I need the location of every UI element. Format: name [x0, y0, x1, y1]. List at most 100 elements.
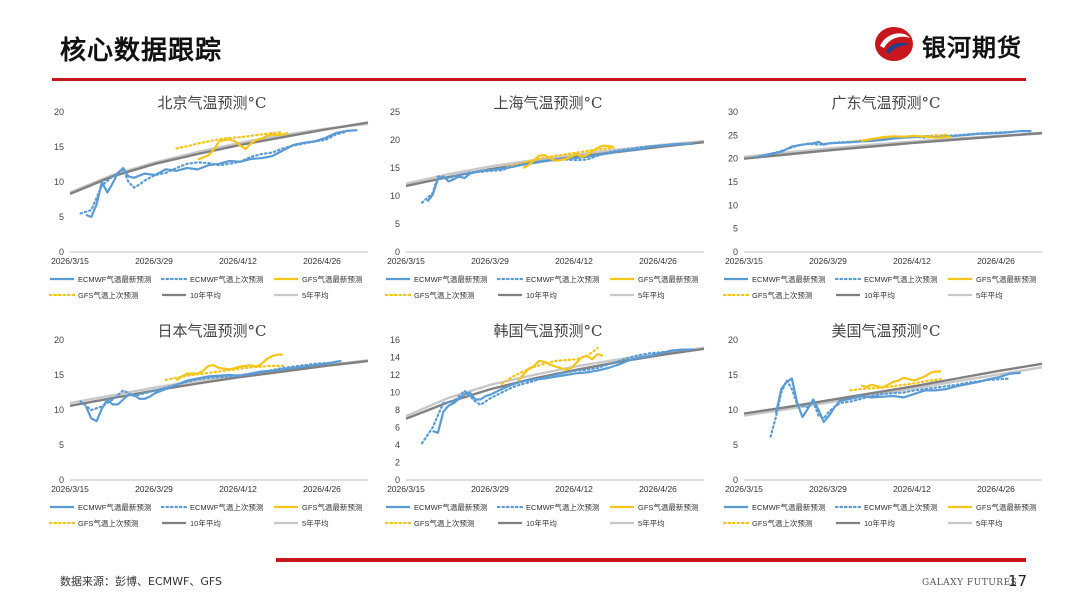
series-line — [69, 122, 369, 194]
legend-label: GFS气温最新预测 — [638, 502, 698, 512]
x-tick-label: 2026/4/26 — [977, 256, 1015, 266]
data-source: 数据来源：彭博、ECMWF、GFS — [60, 575, 222, 588]
y-tick-label: 20 — [728, 335, 738, 345]
legend-label: GFS气温最新预测 — [302, 274, 362, 284]
chart-title: 美国气温预测°C — [831, 322, 941, 340]
x-tick-label: 2026/4/12 — [555, 484, 593, 494]
series-line — [774, 371, 1021, 424]
chart-plot: 0 5 10 15 20 2026/3/15 2026/3/29 2026/4/12 2026/… — [722, 335, 1043, 528]
y-tick-label: 5 — [733, 440, 738, 450]
chart-plot: 0 5 10 15 20 2026/3/15 2026/3/29 2026/4/12 2026/… — [48, 107, 369, 300]
legend-label: GFS气温上次预测 — [752, 518, 812, 528]
legend-label: ECMWF气温最新预测 — [78, 274, 151, 284]
chart-beijing: 北京气温预测°C 0 5 10 15 20 2026/3/15 2026/3/29 2026/… — [42, 88, 382, 316]
y-tick-label: 12 — [390, 370, 400, 380]
y-tick-label: 15 — [54, 370, 64, 380]
galaxy-logo-icon — [875, 27, 913, 61]
x-tick-label: 2026/4/26 — [977, 484, 1015, 494]
legend-label: 5年平均 — [638, 290, 665, 300]
series-line — [175, 353, 283, 382]
y-tick-label: 5 — [395, 219, 400, 229]
chart-shanghai: 上海气温预测°C 0 5 10 15 20 25 2026/3/15 2026/3/29 202… — [378, 88, 718, 316]
legend-label: 10年平均 — [864, 290, 895, 300]
x-tick-label: 2026/4/26 — [639, 484, 677, 494]
chart-plot: 0 5 10 15 20 25 30 2026/3/15 2026/3/29 2026/4/12 2… — [722, 107, 1043, 300]
series-line — [860, 134, 952, 142]
legend-label: 5年平均 — [302, 518, 329, 528]
y-tick-label: 10 — [390, 388, 400, 398]
y-tick-label: 0 — [733, 475, 738, 485]
y-tick-label: 15 — [728, 370, 738, 380]
legend-label: ECMWF气温最新预测 — [414, 274, 487, 284]
chart-title: 北京气温预测°C — [157, 94, 267, 112]
y-tick-label: 0 — [59, 247, 64, 257]
series-line — [175, 131, 284, 150]
y-tick-label: 4 — [395, 440, 400, 450]
y-tick-label: 15 — [54, 142, 64, 152]
brand-name: 银河期货 — [922, 34, 1022, 62]
y-tick-label: 10 — [54, 405, 64, 415]
chart-guangdong: 广东气温预测°C 0 5 10 15 20 25 30 2026/3/15 2026/3/29 2… — [716, 88, 1056, 316]
y-tick-label: 0 — [395, 475, 400, 485]
y-tick-label: 25 — [728, 130, 738, 140]
x-tick-label: 2026/3/15 — [725, 484, 763, 494]
series-line — [743, 366, 1043, 417]
footer-brand: GALAXY FUTURES — [922, 578, 1018, 588]
legend-label: GFS气温最新预测 — [976, 274, 1036, 284]
y-tick-label: 8 — [395, 405, 400, 415]
chart-title: 韩国气温预测°C — [493, 322, 603, 340]
legend-label: 5年平均 — [638, 518, 665, 528]
series-line — [500, 346, 599, 385]
legend-label: 10年平均 — [190, 518, 221, 528]
x-tick-label: 2026/4/12 — [893, 256, 931, 266]
series-line — [69, 359, 369, 407]
y-tick-label: 20 — [728, 154, 738, 164]
series-line — [516, 352, 604, 382]
series-line — [405, 347, 705, 420]
legend-label: GFS气温上次预测 — [752, 290, 812, 300]
chart-title: 上海气温预测°C — [493, 94, 603, 112]
series-line — [743, 362, 1043, 415]
bottom-divider — [276, 558, 1026, 562]
y-tick-label: 10 — [390, 191, 400, 201]
x-tick-label: 2026/3/29 — [135, 484, 173, 494]
y-tick-label: 20 — [54, 107, 64, 117]
series-line — [769, 377, 1012, 438]
series-line — [426, 142, 694, 203]
y-tick-label: 0 — [59, 475, 64, 485]
x-tick-label: 2026/3/29 — [471, 484, 509, 494]
legend-label: GFS气温上次预测 — [78, 518, 138, 528]
series-line — [743, 131, 1043, 160]
legend-label: GFS气温上次预测 — [414, 290, 474, 300]
legend-label: GFS气温最新预测 — [638, 274, 698, 284]
x-tick-label: 2026/4/26 — [303, 256, 341, 266]
legend-label: 5年平均 — [976, 290, 1003, 300]
legend-label: ECMWF气温上次预测 — [526, 502, 599, 512]
x-tick-label: 2026/3/15 — [387, 484, 425, 494]
legend-label: ECMWF气温上次预测 — [864, 502, 937, 512]
legend-label: ECMWF气温最新预测 — [752, 274, 825, 284]
page-number: 17 — [1008, 572, 1028, 590]
series-line — [85, 129, 358, 219]
series-line — [420, 143, 674, 204]
x-tick-label: 2026/3/15 — [387, 256, 425, 266]
chart-plot: 0 2 4 6 8 10 12 14 16 2026/3/15 2026/3/29 2026/4/12… — [384, 335, 705, 528]
series-line — [197, 131, 289, 161]
series-line — [69, 121, 369, 196]
legend-label: ECMWF气温上次预测 — [190, 274, 263, 284]
x-tick-label: 2026/4/12 — [219, 256, 257, 266]
series-line — [860, 370, 941, 389]
legend-label: ECMWF气温上次预测 — [190, 502, 263, 512]
series-line — [84, 359, 342, 423]
legend-label: ECMWF气温上次预测 — [526, 274, 599, 284]
y-tick-label: 15 — [390, 163, 400, 173]
legend-label: 10年平均 — [190, 290, 221, 300]
chart-usa: 美国气温预测°C 0 5 10 15 20 2026/3/15 2026/3/29 2026/… — [716, 316, 1056, 544]
y-tick-label: 10 — [728, 405, 738, 415]
legend-label: ECMWF气温上次预测 — [864, 274, 937, 284]
y-tick-label: 0 — [395, 247, 400, 257]
legend-label: GFS气温上次预测 — [414, 518, 474, 528]
y-tick-label: 0 — [733, 247, 738, 257]
y-tick-label: 10 — [728, 200, 738, 210]
legend-label: ECMWF气温最新预测 — [78, 502, 151, 512]
